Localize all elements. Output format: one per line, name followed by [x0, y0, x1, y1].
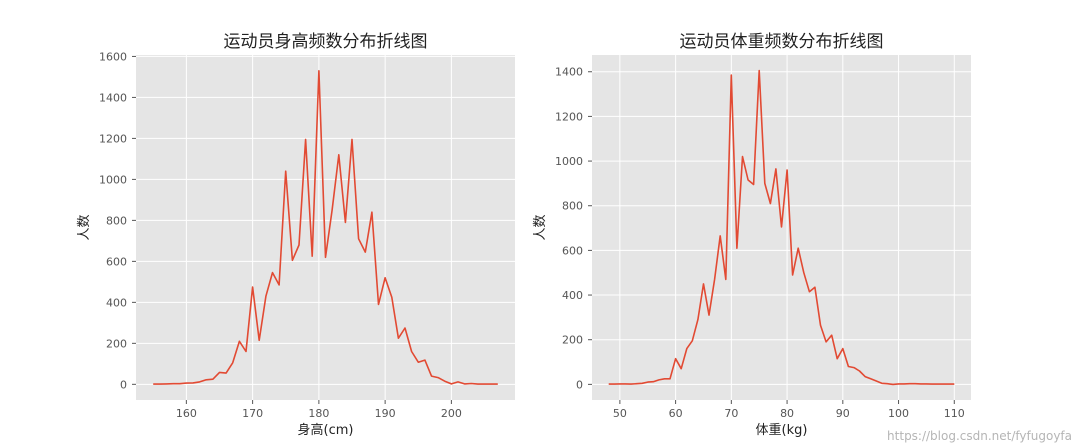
y-tick-label: 1000: [99, 173, 127, 186]
y-tick-label: 200: [106, 337, 127, 350]
y-tick-label: 200: [562, 334, 583, 347]
x-tick-label: 180: [308, 407, 329, 420]
y-tick-label: 400: [562, 289, 583, 302]
chart-2: 50 60 70 80 90 100 110 0 200 400 600 800 1000 1200 140…: [533, 32, 971, 438]
x-tick-label: 100: [888, 407, 909, 420]
x-tick-label: 70: [724, 407, 738, 420]
series-line: [608, 69, 955, 386]
x-tick-label: 160: [176, 407, 197, 420]
x-tick-label: 110: [944, 407, 965, 420]
y-tick-label: 400: [106, 296, 127, 309]
x-tick-label: 50: [613, 407, 627, 420]
series-line: [153, 70, 498, 385]
y-tick-label: 1000: [555, 155, 583, 168]
x-tick-label: 80: [780, 407, 794, 420]
y-tick-label: 1400: [555, 66, 583, 79]
chart-title: 运动员身高频数分布折线图: [224, 32, 428, 52]
x-tick-label: 170: [242, 407, 263, 420]
chart-1: 160 170 180 190 200 0 200 400 600 800 1000 1200 1400…: [77, 32, 515, 438]
plot-area: [136, 55, 515, 400]
x-tick-label: 60: [669, 407, 683, 420]
x-tick-label: 200: [441, 407, 462, 420]
y-tick-label: 600: [106, 255, 127, 268]
y-tick-label: 600: [562, 244, 583, 257]
y-tick-label: 1400: [99, 91, 127, 104]
y-axis-label: 人数: [77, 214, 92, 240]
x-axis-label: 身高(cm): [298, 422, 354, 438]
y-tick-label: 800: [562, 200, 583, 213]
chart-title: 运动员体重频数分布折线图: [680, 32, 884, 52]
y-tick-label: 0: [120, 378, 127, 391]
x-tick-label: 190: [375, 407, 396, 420]
y-tick-label: 800: [106, 214, 127, 227]
y-tick-label: 0: [576, 378, 583, 391]
watermark: https://blog.csdn.net/fyfugoyfa: [887, 429, 1072, 443]
x-axis-label: 体重(kg): [756, 422, 808, 438]
y-tick-label: 1200: [99, 132, 127, 145]
y-axis-label: 人数: [533, 214, 548, 240]
y-tick-label: 1200: [555, 110, 583, 123]
x-tick-label: 90: [836, 407, 850, 420]
y-tick-label: 1600: [99, 50, 127, 63]
